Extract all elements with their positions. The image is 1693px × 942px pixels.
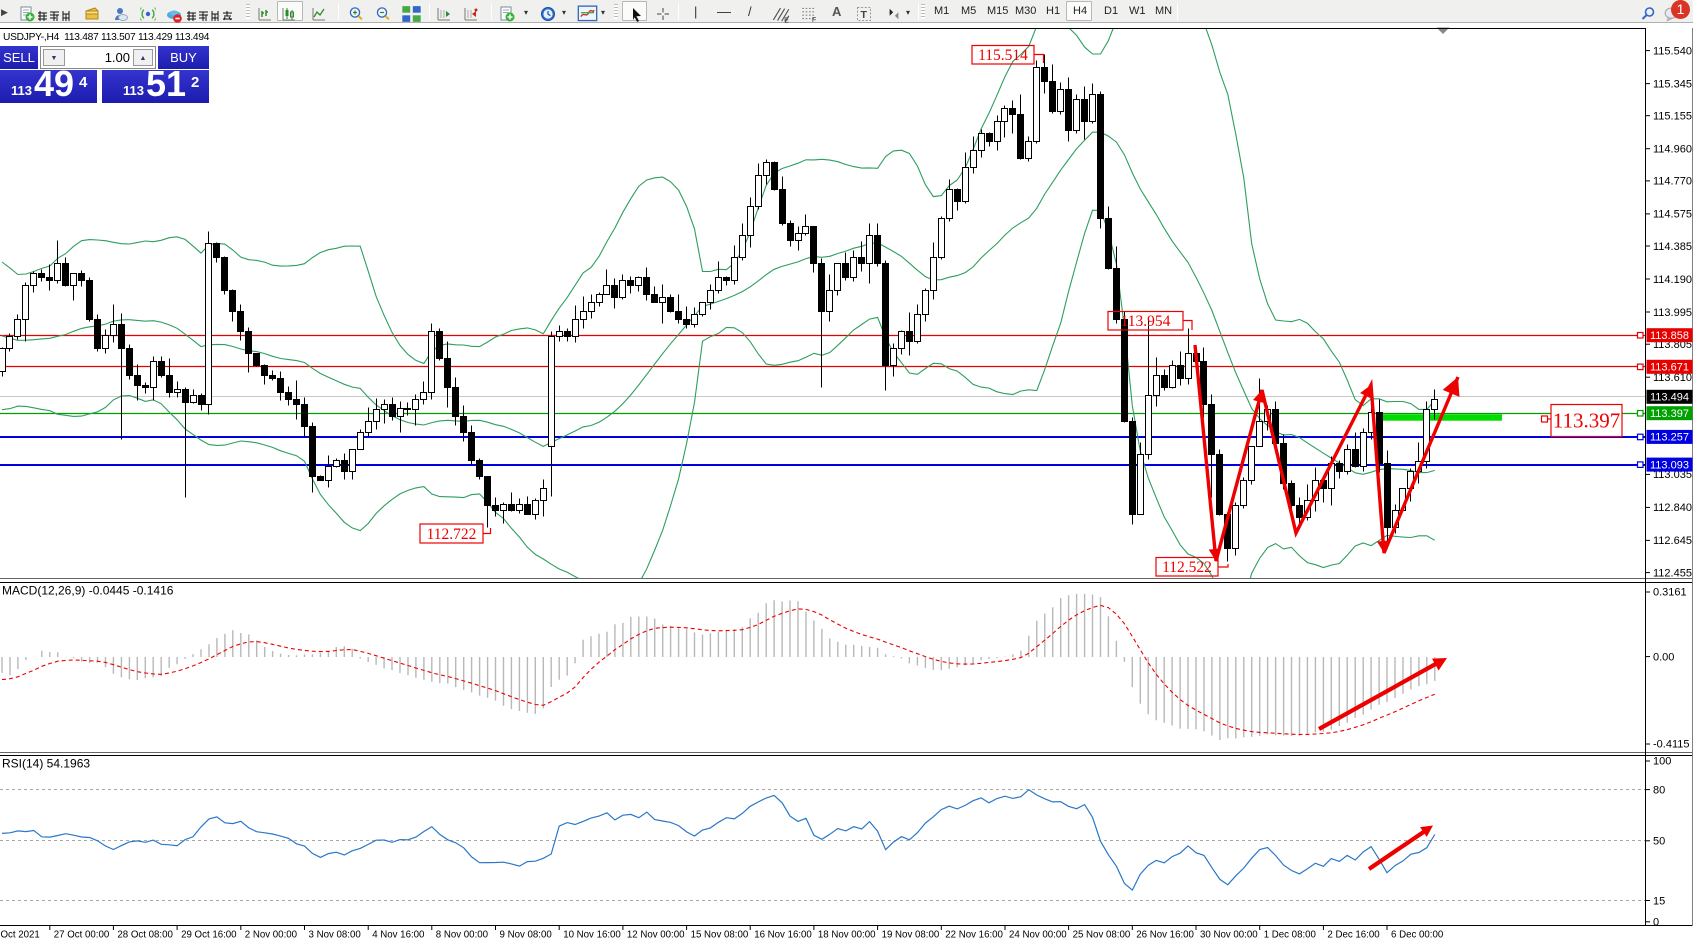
svg-text:114.190: 114.190 <box>1653 274 1692 286</box>
svg-text:115.345: 115.345 <box>1653 78 1692 90</box>
svg-text:15: 15 <box>1653 895 1665 907</box>
svg-text:0.00: 0.00 <box>1653 651 1674 663</box>
svg-text:RSI(14) 54.1963: RSI(14) 54.1963 <box>2 757 90 771</box>
svg-text:18 Nov 00:00: 18 Nov 00:00 <box>818 930 876 941</box>
svg-text:22 Nov 16:00: 22 Nov 16:00 <box>945 930 1003 941</box>
svg-text:113.858: 113.858 <box>1650 330 1689 342</box>
svg-text:2 Dec 16:00: 2 Dec 16:00 <box>1327 930 1380 941</box>
svg-text:0: 0 <box>1653 917 1659 929</box>
svg-text:-0.4115: -0.4115 <box>1653 739 1690 751</box>
svg-text:3 Nov 08:00: 3 Nov 08:00 <box>309 930 362 941</box>
svg-text:1 Dec 08:00: 1 Dec 08:00 <box>1264 930 1317 941</box>
svg-text:9 Nov 08:00: 9 Nov 08:00 <box>500 930 553 941</box>
svg-text:E: E <box>784 16 789 24</box>
svg-text:113.093: 113.093 <box>1650 459 1689 471</box>
svg-text:112.522: 112.522 <box>1162 559 1212 576</box>
svg-text:16 Nov 16:00: 16 Nov 16:00 <box>754 930 812 941</box>
svg-text:112.840: 112.840 <box>1653 502 1692 514</box>
svg-text:100: 100 <box>1653 756 1671 768</box>
svg-text:25 Nov 08:00: 25 Nov 08:00 <box>1073 930 1131 941</box>
svg-text:112.455: 112.455 <box>1653 567 1692 579</box>
svg-text:USDJPY-,H4 113.487 113.507 11: USDJPY-,H4 113.487 113.507 113.429 113.4… <box>3 32 210 43</box>
svg-text:30 Nov 00:00: 30 Nov 00:00 <box>1200 930 1258 941</box>
svg-text:26 Oct 2021: 26 Oct 2021 <box>0 930 40 941</box>
svg-text:113.995: 113.995 <box>1653 307 1692 319</box>
svg-text:115.514: 115.514 <box>978 47 1028 64</box>
svg-text:12 Nov 00:00: 12 Nov 00:00 <box>627 930 685 941</box>
svg-text:50: 50 <box>1653 836 1665 848</box>
svg-text:112.645: 112.645 <box>1653 535 1692 547</box>
svg-text:2 Nov 00:00: 2 Nov 00:00 <box>245 930 298 941</box>
svg-text:113.671: 113.671 <box>1650 362 1689 374</box>
svg-text:0.3161: 0.3161 <box>1653 587 1687 599</box>
svg-text:113.397: 113.397 <box>1553 409 1620 433</box>
svg-text:27 Oct 00:00: 27 Oct 00:00 <box>54 930 110 941</box>
svg-text:113.610: 113.610 <box>1653 372 1692 384</box>
svg-text:4 Nov 16:00: 4 Nov 16:00 <box>372 930 425 941</box>
svg-text:28 Oct 08:00: 28 Oct 08:00 <box>117 930 173 941</box>
svg-text:114.960: 114.960 <box>1653 144 1692 156</box>
svg-text:115.155: 115.155 <box>1653 111 1692 123</box>
svg-text:F: F <box>812 15 817 24</box>
svg-text:6 Dec 00:00: 6 Dec 00:00 <box>1391 930 1444 941</box>
svg-text:10 Nov 16:00: 10 Nov 16:00 <box>563 930 621 941</box>
svg-text:15 Nov 08:00: 15 Nov 08:00 <box>691 930 749 941</box>
svg-text:113.397: 113.397 <box>1650 408 1689 420</box>
svg-text:19 Nov 08:00: 19 Nov 08:00 <box>882 930 940 941</box>
svg-text:MACD(12,26,9) -0.0445 -0.1416: MACD(12,26,9) -0.0445 -0.1416 <box>2 584 174 598</box>
svg-text:29 Oct 16:00: 29 Oct 16:00 <box>181 930 237 941</box>
svg-text:113.494: 113.494 <box>1650 392 1689 404</box>
svg-text:112.722: 112.722 <box>427 526 477 543</box>
svg-text:114.385: 114.385 <box>1653 241 1692 253</box>
svg-text:8 Nov 00:00: 8 Nov 00:00 <box>436 930 489 941</box>
svg-text:80: 80 <box>1653 784 1665 796</box>
svg-text:114.770: 114.770 <box>1653 176 1692 188</box>
svg-text:113.257: 113.257 <box>1650 432 1689 444</box>
svg-text:113.035: 113.035 <box>1653 469 1692 481</box>
svg-text:113.954: 113.954 <box>1121 313 1171 330</box>
svg-text:114.575: 114.575 <box>1653 209 1692 221</box>
svg-text:T: T <box>861 9 868 21</box>
svg-text:24 Nov 00:00: 24 Nov 00:00 <box>1009 930 1067 941</box>
svg-text:26 Nov 16:00: 26 Nov 16:00 <box>1136 930 1194 941</box>
svg-text:115.540: 115.540 <box>1653 45 1692 57</box>
